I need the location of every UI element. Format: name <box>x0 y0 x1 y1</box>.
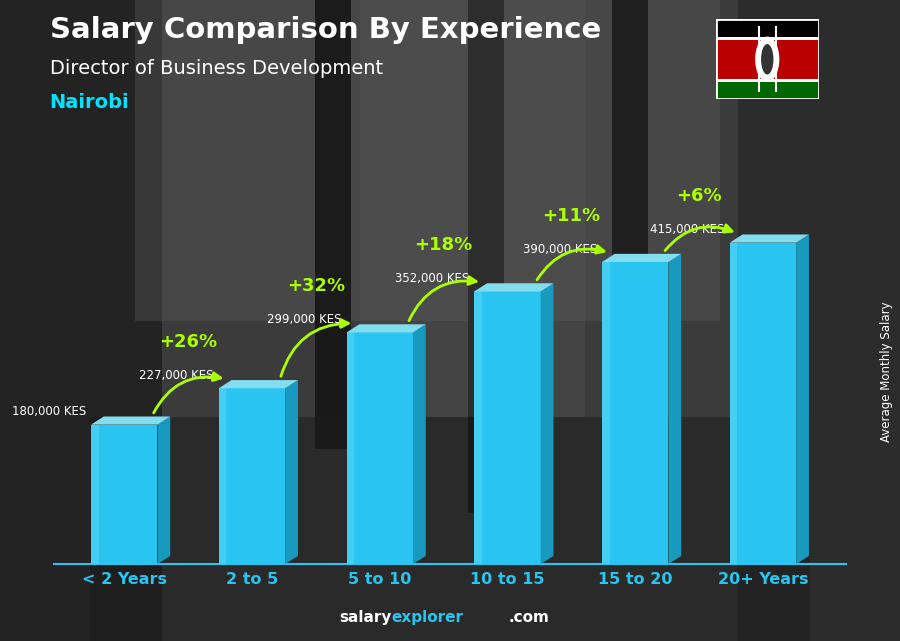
Polygon shape <box>91 417 170 425</box>
Text: +18%: +18% <box>415 237 473 254</box>
Text: 415,000 KES: 415,000 KES <box>651 224 724 237</box>
Polygon shape <box>474 283 554 292</box>
Bar <box>468 0 504 513</box>
Text: Nairobi: Nairobi <box>50 93 129 112</box>
Text: +11%: +11% <box>543 207 600 225</box>
Text: 227,000 KES: 227,000 KES <box>140 369 213 382</box>
Text: .com: .com <box>508 610 549 625</box>
Polygon shape <box>730 243 796 564</box>
Text: +32%: +32% <box>287 278 345 296</box>
Polygon shape <box>474 292 482 564</box>
Bar <box>716 40 819 79</box>
Polygon shape <box>219 388 285 564</box>
Ellipse shape <box>761 44 773 74</box>
Polygon shape <box>346 333 355 564</box>
Text: Average Monthly Salary: Average Monthly Salary <box>880 301 893 442</box>
Polygon shape <box>91 425 99 564</box>
Polygon shape <box>602 254 681 262</box>
Bar <box>716 19 819 37</box>
Polygon shape <box>413 324 426 564</box>
Bar <box>612 0 648 513</box>
Text: salary: salary <box>339 610 392 625</box>
Polygon shape <box>796 235 809 564</box>
Polygon shape <box>285 380 298 564</box>
Polygon shape <box>602 262 609 564</box>
Polygon shape <box>158 417 170 564</box>
Text: explorer: explorer <box>392 610 464 625</box>
Text: +6%: +6% <box>676 187 722 206</box>
Polygon shape <box>219 388 227 564</box>
Polygon shape <box>219 380 298 388</box>
Bar <box>90 417 810 641</box>
Bar <box>716 37 819 40</box>
Polygon shape <box>474 292 541 564</box>
Polygon shape <box>541 283 554 564</box>
Polygon shape <box>730 235 809 243</box>
Bar <box>135 0 720 320</box>
Bar <box>716 81 819 99</box>
Text: +26%: +26% <box>159 333 217 351</box>
Text: Director of Business Development: Director of Business Development <box>50 59 382 78</box>
Text: 299,000 KES: 299,000 KES <box>267 313 341 326</box>
Bar <box>0 0 162 641</box>
Text: 180,000 KES: 180,000 KES <box>12 406 86 419</box>
Polygon shape <box>346 333 413 564</box>
Ellipse shape <box>756 37 778 81</box>
Bar <box>716 78 819 81</box>
Polygon shape <box>91 425 158 564</box>
Text: 390,000 KES: 390,000 KES <box>523 243 597 256</box>
Polygon shape <box>669 254 681 564</box>
Polygon shape <box>730 243 737 564</box>
Text: 352,000 KES: 352,000 KES <box>395 272 469 285</box>
Bar <box>315 0 351 449</box>
Bar <box>360 0 585 417</box>
Bar <box>738 0 900 641</box>
Polygon shape <box>346 324 426 333</box>
Text: Salary Comparison By Experience: Salary Comparison By Experience <box>50 16 601 44</box>
Polygon shape <box>602 262 669 564</box>
